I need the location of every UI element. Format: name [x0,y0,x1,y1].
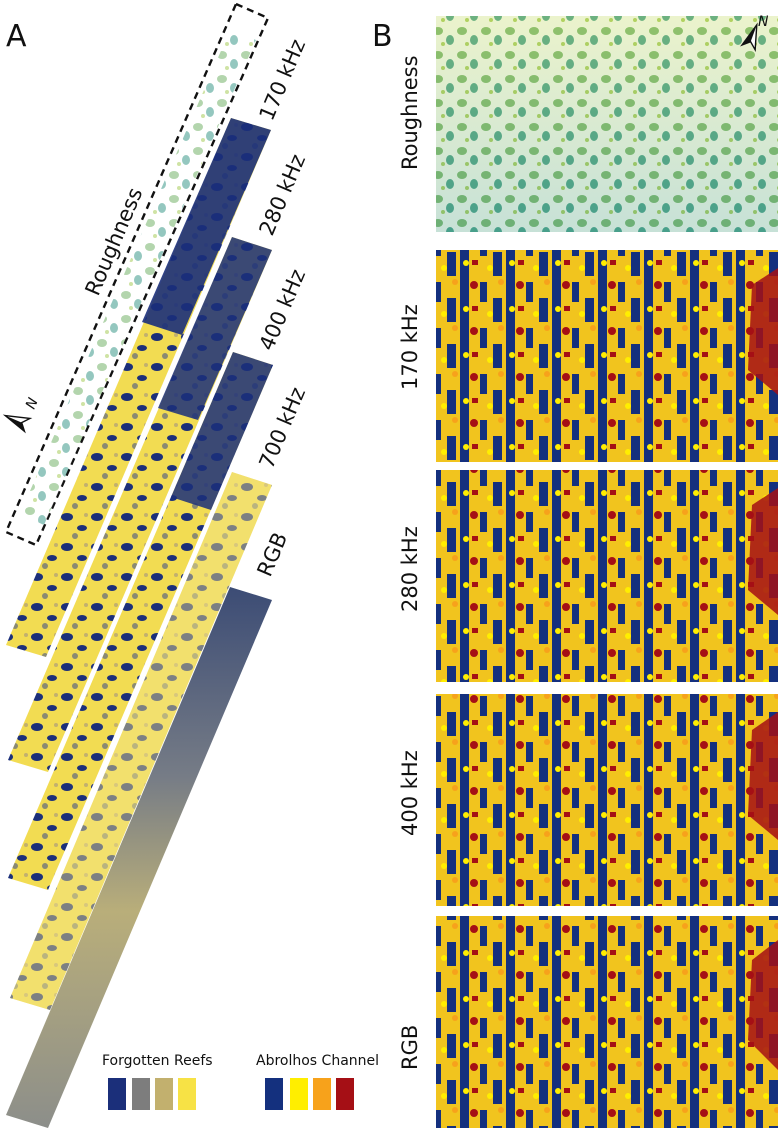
map-400-khz [436,694,778,906]
red-zone-400 [748,712,778,840]
strip-label-2: 280 kHz [255,151,311,239]
strip-rgb-khz-blend [10,472,272,1010]
map-280-khz [436,470,778,682]
legend-swatch-fr-1 [108,1078,126,1110]
panel-a-strips [4,2,273,1128]
map-rgb [436,916,778,1128]
legend-swatch-ac-1 [265,1078,283,1110]
red-zone-280 [748,488,778,615]
legend-swatch-fr-3 [155,1078,173,1110]
map-label-2: 170 kHz [398,304,422,390]
strip-700-khz-top [171,352,273,510]
legend-swatch-fr-4 [178,1078,196,1110]
strip-label-4: 700 kHz [255,384,311,472]
red-zone-170 [748,268,778,395]
strip-rgb [6,587,272,1128]
legend-swatch-fr-2 [132,1078,150,1110]
north-arrow-icon-b [740,22,758,53]
legend-swatches-abrolhos-channel [265,1078,354,1110]
map-170-khz [436,250,778,462]
strip-400-khz-top [158,237,272,420]
panel-a-letter: A [6,19,27,54]
legend-swatch-ac-2 [290,1078,308,1110]
map-label-3: 280 kHz [398,526,422,612]
strip-label-3: 400 kHz [255,266,311,354]
strip-label-1: 170 kHz [255,36,311,124]
legend-swatches-forgotten-reefs [108,1078,196,1110]
legend-swatch-ac-4 [336,1078,354,1110]
map-label-4: 400 kHz [398,750,422,836]
panel-b-maps [436,16,778,1128]
strip-280-khz-top [142,118,271,335]
north-letter-a: N [23,395,42,411]
map-label-1: Roughness [398,55,422,170]
red-zone-rgb [748,940,778,1070]
map-label-5: RGB [398,1025,422,1070]
legend-title-forgotten-reefs: Forgotten Reefs [102,1053,213,1069]
legend-title-abrolhos-channel: Abrolhos Channel [256,1053,379,1069]
north-arrow-icon-a [2,414,33,434]
map-roughness-tint [436,16,778,232]
legend-swatch-ac-3 [313,1078,331,1110]
strip-label-5: RGB [253,529,293,580]
legend: Forgotten Reefs Abrolhos Channel [102,1053,379,1110]
panel-b-letter: B [372,19,393,54]
strip-roughness-dots [20,30,256,525]
north-letter-b: N [758,14,769,30]
